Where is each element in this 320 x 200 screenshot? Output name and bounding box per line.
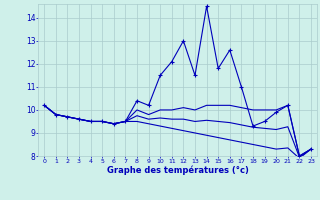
X-axis label: Graphe des températures (°c): Graphe des températures (°c) xyxy=(107,165,249,175)
